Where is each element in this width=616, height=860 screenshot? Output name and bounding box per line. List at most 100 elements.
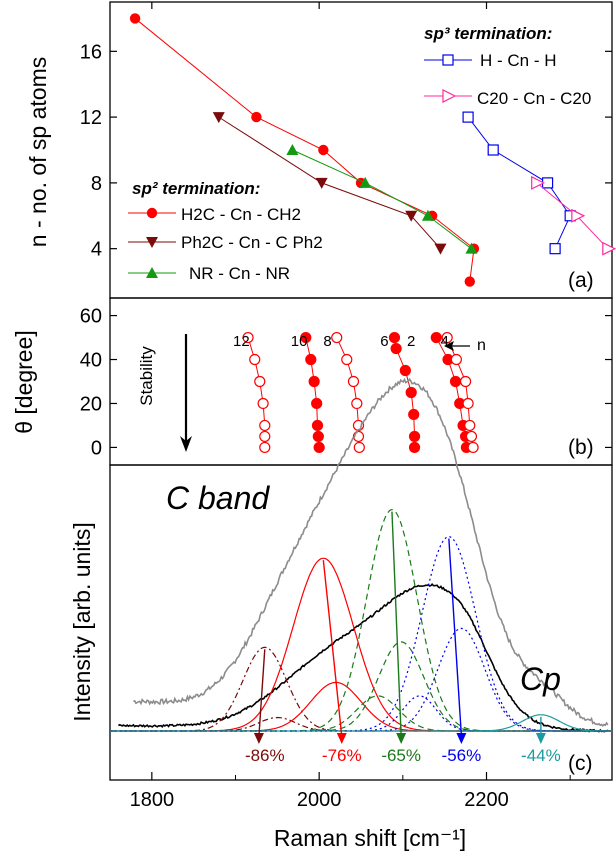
c-shift-arrow-3	[448, 538, 463, 737]
b-column-point	[259, 441, 271, 454]
b-column-line-0	[247, 337, 266, 448]
panel-b-label: (b)	[568, 436, 594, 459]
b-ytick-label: 40	[80, 350, 102, 372]
a-ytick-label: 12	[80, 107, 102, 129]
b-column-point	[308, 375, 320, 388]
b-column-label: 4	[440, 333, 448, 350]
legend-sp2-entry-h2c: H2C - Cn - CH2	[181, 205, 301, 224]
a-series-line-2	[292, 149, 472, 250]
panel-c-ylabel: Intensity [arb. units]	[69, 522, 95, 721]
c-gaussian-component-7	[110, 536, 612, 732]
b-column-point	[305, 353, 317, 366]
b-column-point	[408, 441, 421, 454]
a-series-point	[359, 176, 372, 188]
a-series-point	[465, 242, 478, 254]
a-series-point	[487, 144, 499, 156]
b-column-point	[408, 430, 421, 443]
legend-sp2-h2c-marker	[146, 207, 158, 219]
a-ytick-label: 4	[91, 239, 102, 261]
panel-a-ylabel: n - no. of sp atoms	[25, 57, 51, 247]
a-series-point	[318, 144, 329, 156]
a-series-point	[549, 243, 561, 255]
b-column-line-2	[336, 337, 360, 448]
a-series-point	[602, 241, 616, 256]
legend-sp2-ph2c-marker	[146, 237, 158, 248]
b-column-point	[405, 386, 417, 399]
a-series-point	[129, 13, 141, 24]
a-series-line-1	[218, 116, 441, 249]
c-shift-arrowhead-0	[253, 733, 264, 744]
b-column-point	[465, 430, 478, 443]
stability-label: Stability	[137, 346, 156, 406]
a-series-point	[286, 144, 299, 155]
b-ytick-label: 20	[80, 393, 102, 415]
b-column-point	[300, 331, 312, 344]
c-shift-arrow-2	[391, 511, 402, 737]
c-xtick-label: 2200	[464, 789, 509, 811]
b-column-point	[441, 331, 453, 344]
a-series-point	[462, 111, 474, 123]
b-ytick-label: 60	[80, 306, 102, 328]
c-black-spectrum	[117, 582, 609, 733]
c-gray-spectrum	[133, 377, 609, 727]
a-series-point	[571, 208, 586, 223]
legend-sp2-nr-marker	[146, 267, 158, 278]
b-column-point	[312, 430, 324, 443]
b-column-point	[311, 397, 323, 410]
b-column-point	[242, 331, 254, 344]
panel-c-plot: 1800 2000 2200 -86% -76% -65% -56% -44%	[110, 2, 612, 811]
b-column-point	[259, 430, 271, 443]
legend-sp3-h-marker	[442, 54, 454, 66]
b-column-label: 12	[233, 333, 250, 350]
a-series-point	[531, 175, 546, 190]
c-shift-arrowhead-2	[396, 733, 407, 744]
x-axis-title: Raman shift [cm⁻¹]	[274, 825, 466, 851]
panel-a-frame	[109, 1, 613, 299]
panel-c-frame	[109, 464, 613, 781]
b-column-point	[257, 397, 269, 410]
legend-sp3-entry-h: H - Cn - H	[480, 51, 557, 70]
b-column-point	[388, 331, 401, 344]
a-series-line-3	[467, 116, 571, 249]
b-column-point	[311, 419, 324, 432]
panel-a-plot: 4 8 12 16	[80, 13, 616, 287]
c-percent-label: -44%	[521, 746, 561, 765]
a-ytick-label: 8	[91, 173, 102, 195]
b-column-point	[390, 342, 402, 355]
b-column-point	[408, 408, 420, 421]
c-gaussian-component-2	[110, 557, 612, 732]
b-column-point	[347, 375, 360, 388]
a-series-point	[251, 111, 262, 123]
c-percent-label: -86%	[245, 746, 285, 765]
b-column-label: 6	[380, 333, 388, 350]
c-shift-arrowhead-3	[456, 733, 467, 744]
n-axis-label: n	[477, 337, 486, 354]
panel-b-ylabel: θ [degree]	[11, 330, 37, 434]
legend-sp3-c20-marker	[442, 89, 457, 103]
c-xtick-label: 2000	[297, 789, 342, 811]
a-series-point	[405, 210, 418, 222]
b-column-point	[399, 364, 411, 377]
b-column-point	[462, 397, 474, 410]
b-column-point	[331, 331, 343, 344]
b-column-label: 2	[407, 333, 415, 350]
b-column-point	[351, 397, 363, 410]
c-shift-arrowhead-1	[336, 733, 347, 744]
b-column-point	[313, 441, 325, 454]
b-column-line-4	[435, 337, 467, 448]
b-column-point	[259, 419, 271, 432]
legend-sp2-title: sp² termination:	[132, 179, 260, 198]
legend-sp3-title: sp³ termination:	[424, 24, 552, 43]
c-shift-arrowhead-4	[535, 733, 546, 744]
b-column-point	[249, 353, 261, 366]
b-column-point	[353, 441, 365, 454]
b-column-point	[341, 353, 353, 366]
a-series-point	[434, 243, 447, 255]
c-shift-arrow-0	[258, 649, 266, 737]
b-column-point	[430, 331, 442, 344]
a-series-point	[421, 209, 434, 221]
c-percent-label: -76%	[322, 746, 362, 765]
c-band-annotation: C band	[166, 480, 270, 516]
a-series-point	[212, 112, 225, 124]
